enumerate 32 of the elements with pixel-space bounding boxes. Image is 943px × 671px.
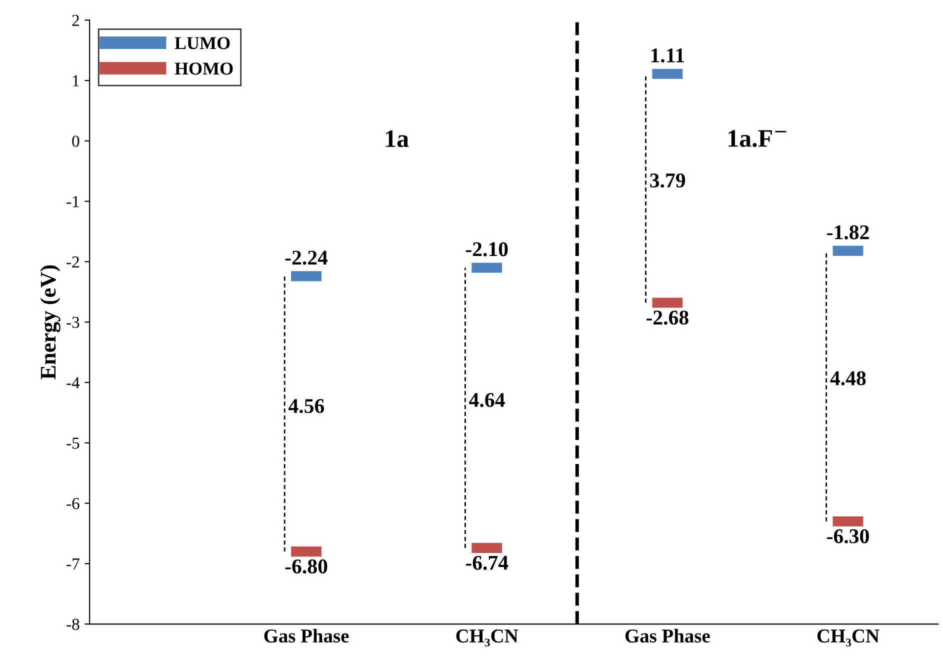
legend-label: LUMO	[174, 37, 230, 50]
y-tick-label: 0	[72, 136, 80, 147]
y-tick-label: -6	[66, 498, 80, 510]
data-label: -2.68	[646, 310, 688, 325]
y-tick-label: 1	[72, 75, 79, 86]
y-tick-label: -3	[66, 316, 80, 328]
x-tick-label: CH₃CN	[817, 630, 880, 646]
annotation: 4.64	[469, 393, 505, 408]
y-tick-label: -1	[66, 196, 79, 208]
x-tick-label: CH₃CN	[456, 630, 518, 646]
data-label: -2.10	[466, 242, 508, 256]
annotation: 3.79	[650, 173, 686, 188]
x-tick-label: Gas Phase	[264, 628, 349, 643]
annotation: 1a	[386, 130, 409, 148]
y-tick-label: 2	[72, 14, 79, 26]
data-label: -6.80	[285, 559, 328, 574]
data-label: -6.30	[827, 529, 869, 544]
y-tick-label: -5	[66, 438, 80, 449]
data-label: -1.82	[827, 225, 869, 240]
y-axis-title: Energy (eV)	[40, 265, 60, 380]
y-tick-label: -7	[66, 558, 80, 570]
y-tick-label: -8	[66, 618, 80, 630]
x-tick-label: Gas Phase	[625, 628, 710, 643]
data-label: -6.74	[466, 556, 508, 570]
data-label: 1.11	[651, 48, 684, 62]
annotation: 4.56	[288, 399, 324, 414]
data-label: -2.24	[285, 250, 328, 265]
legend-label: HOMO	[174, 62, 233, 75]
y-tick-label: -4	[66, 377, 80, 388]
annotation: 1a.F$^{−}$	[728, 130, 786, 148]
annotation: 4.48	[830, 371, 866, 386]
y-tick-label: -2	[66, 256, 79, 268]
